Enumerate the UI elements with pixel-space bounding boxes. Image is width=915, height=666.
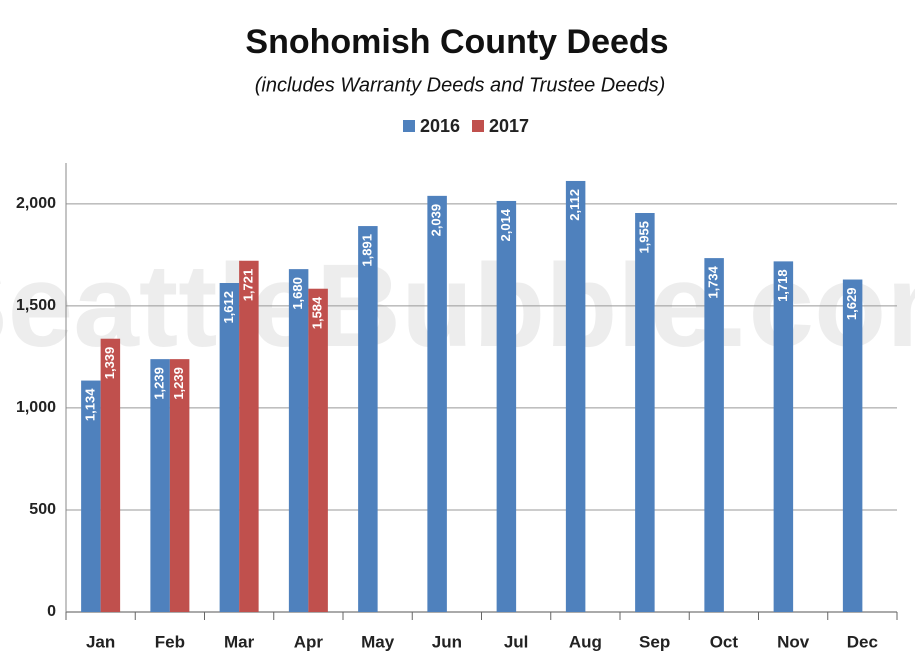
bar (427, 195, 447, 612)
value-label: 1,955 (636, 221, 651, 254)
x-tick-label: Sep (639, 632, 670, 651)
bar (635, 213, 655, 613)
value-label: 2,112 (567, 189, 582, 221)
bar (81, 380, 101, 612)
value-label: 1,891 (359, 234, 374, 267)
x-tick-label: Nov (777, 632, 810, 651)
legend-swatch (403, 120, 415, 132)
value-label: 1,339 (102, 347, 117, 380)
y-tick-label: 0 (47, 603, 56, 620)
x-tick-label: Feb (155, 632, 185, 651)
value-label: 1,612 (221, 291, 236, 324)
value-label: 2,014 (498, 208, 513, 241)
bar (150, 359, 170, 612)
bar (496, 200, 517, 612)
bar (842, 279, 863, 612)
legend-label: 2017 (489, 116, 529, 136)
x-tick-label: Dec (847, 632, 878, 651)
value-label: 1,629 (844, 288, 859, 321)
bar (565, 180, 586, 612)
x-tick-label: Mar (224, 632, 255, 651)
chart-title: Snohomish County Deeds (245, 23, 668, 61)
bar (308, 288, 328, 612)
value-label: 1,680 (290, 277, 305, 310)
bar (288, 269, 309, 612)
x-tick-label: Jun (432, 632, 462, 651)
chart-subtitle: (includes Warranty Deeds and Trustee Dee… (255, 74, 666, 96)
value-label: 1,134 (82, 388, 97, 421)
legend-swatch (472, 120, 484, 132)
x-tick-label: Apr (294, 632, 324, 651)
x-tick-label: Aug (569, 632, 602, 651)
y-tick-label: 1,500 (16, 297, 56, 314)
y-tick-label: 2,000 (16, 195, 56, 212)
bar (358, 226, 378, 612)
bar (773, 261, 794, 612)
value-label: 1,718 (775, 269, 790, 302)
x-tick-label: Jan (86, 632, 115, 651)
value-label: 1,584 (310, 296, 325, 329)
bar (219, 283, 240, 612)
x-tick-label: May (361, 632, 395, 651)
y-tick-label: 1,000 (16, 399, 56, 416)
bar (100, 338, 121, 612)
x-tick-label: Jul (504, 632, 529, 651)
bar (239, 260, 259, 612)
value-label: 1,721 (240, 269, 255, 302)
value-label: 2,039 (429, 204, 444, 237)
legend-label: 2016 (420, 116, 460, 136)
y-tick-label: 500 (29, 501, 56, 518)
value-label: 1,734 (706, 265, 721, 298)
bar (704, 258, 724, 612)
value-label: 1,239 (152, 367, 167, 400)
value-label: 1,239 (171, 367, 186, 400)
x-tick-label: Oct (710, 632, 739, 651)
bar (169, 359, 190, 612)
